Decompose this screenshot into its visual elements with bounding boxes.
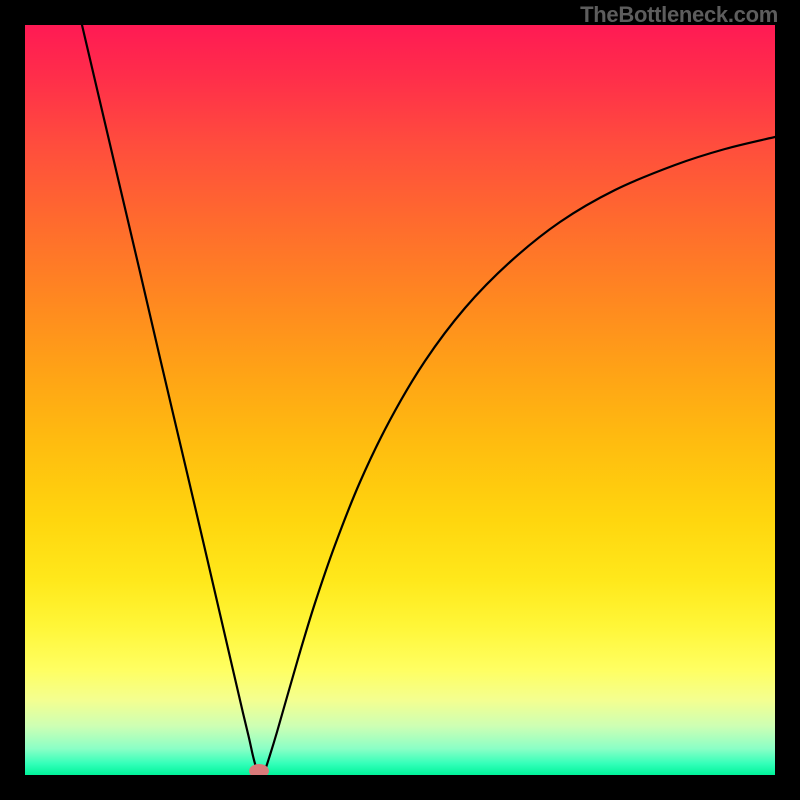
bottleneck-curve	[25, 25, 775, 775]
chart-container: TheBottleneck.com	[0, 0, 800, 800]
watermark-label: TheBottleneck.com	[580, 2, 778, 28]
plot-area	[25, 25, 775, 775]
optimum-marker	[249, 764, 269, 775]
